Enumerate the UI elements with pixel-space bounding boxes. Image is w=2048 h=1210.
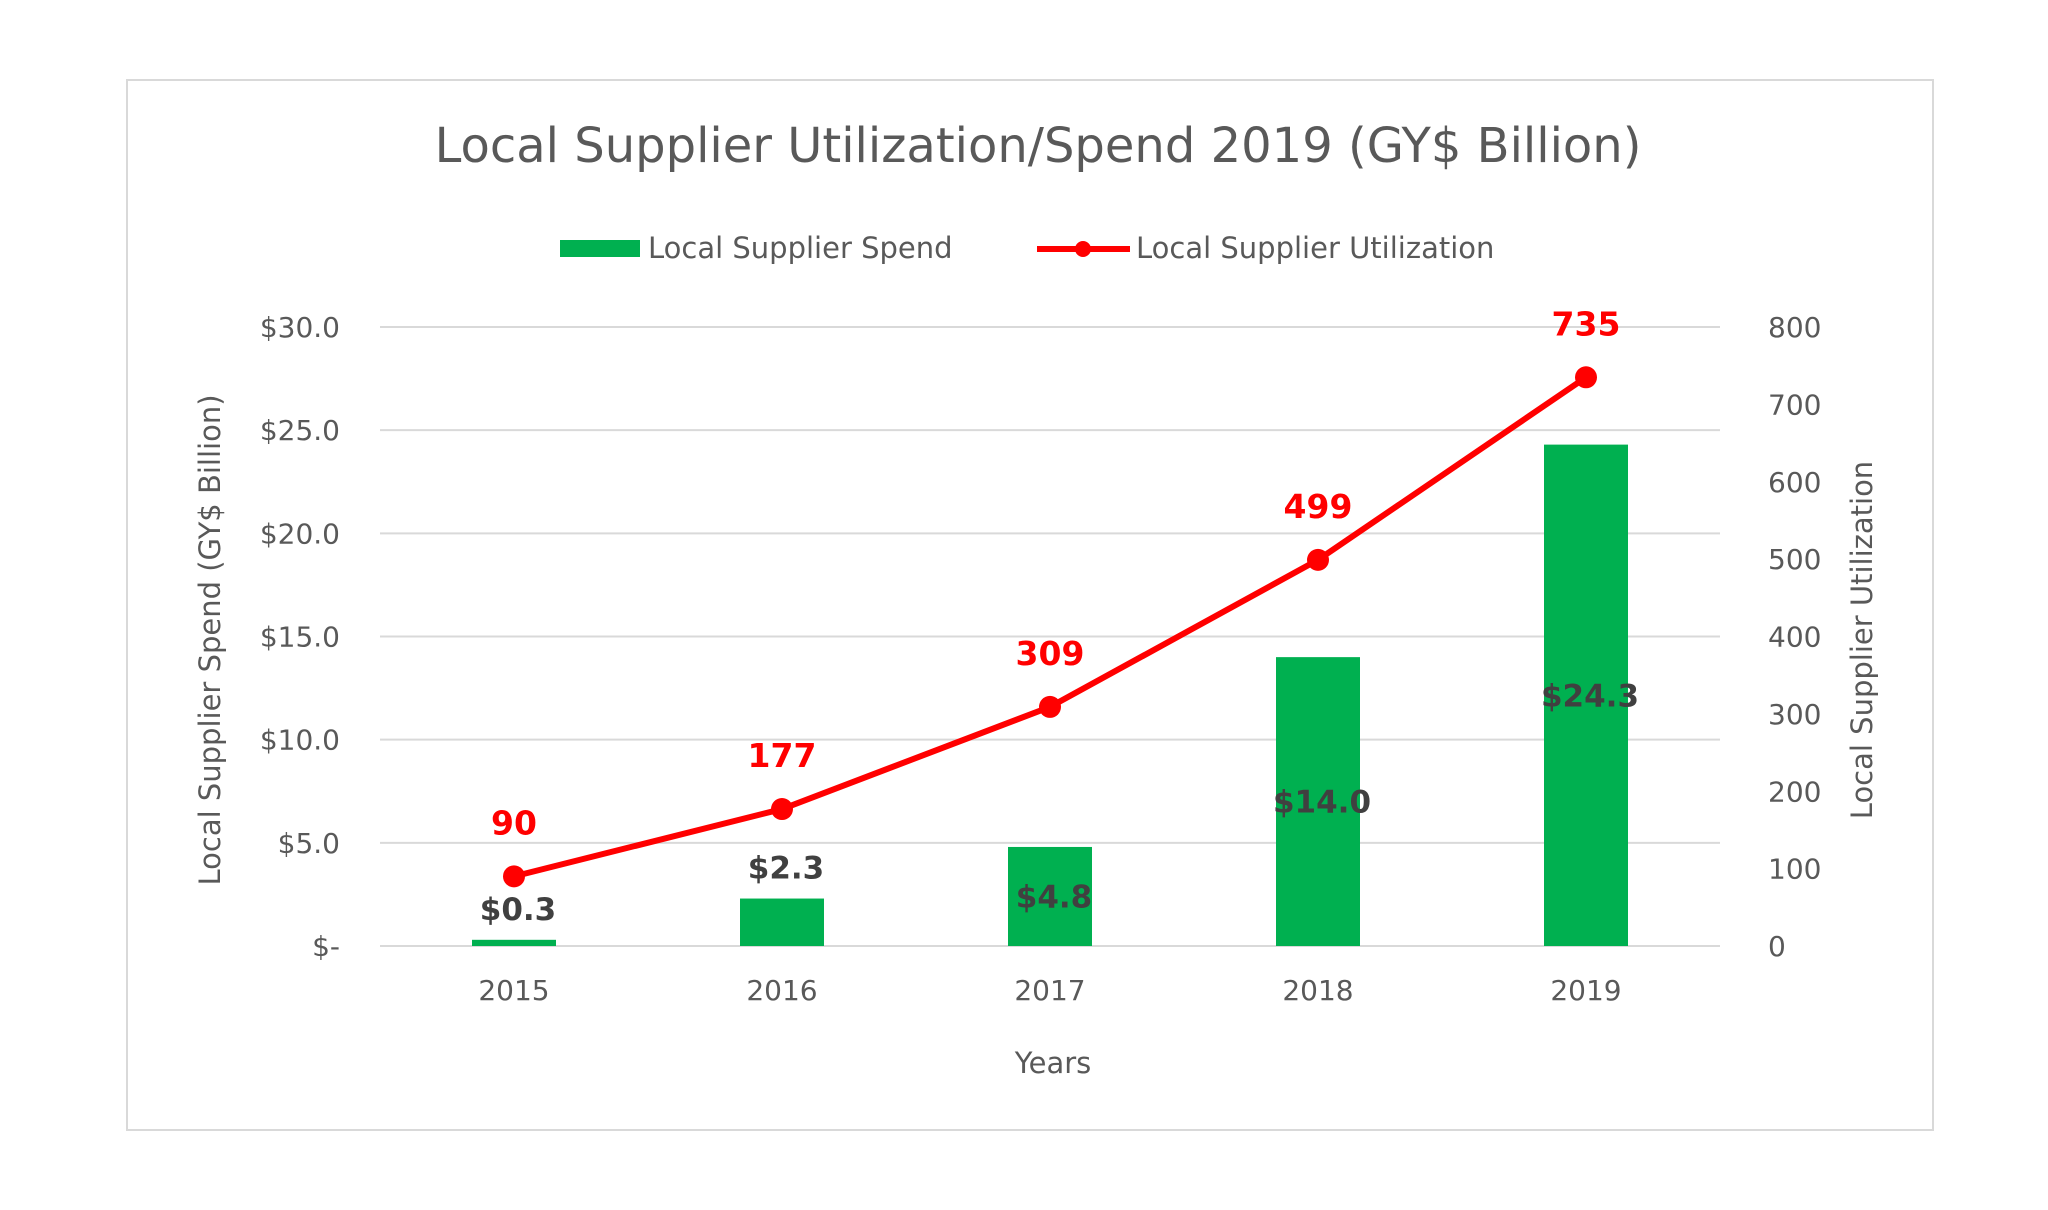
utilization-labels: 90 177 309 499 735	[491, 304, 1620, 842]
x-tick-label: 2017	[1014, 974, 1085, 1007]
gridlines	[380, 326, 1720, 947]
utilization-point	[1307, 548, 1329, 571]
y2-tick-label: 600	[1768, 466, 1821, 499]
utilization-label: 499	[1284, 487, 1353, 526]
spend-bar-labels: $0.3 $2.3 $4.8 $14.0 $24.3	[480, 678, 1639, 928]
y-tick-label: $15.0	[260, 621, 340, 654]
utilization-label: 309	[1016, 634, 1085, 673]
utilization-label: 90	[491, 803, 537, 842]
utilization-point	[771, 798, 793, 821]
spend-bar-label: $14.0	[1273, 785, 1371, 821]
utilization-point	[1039, 695, 1061, 718]
y2-tick-label: 500	[1768, 543, 1821, 576]
utilization-line	[513, 374, 1588, 880]
y-axis-title: Local Supplier Spend (GY$ Billion)	[193, 394, 227, 885]
utilization-label: 177	[748, 736, 817, 775]
utilization-label: 735	[1552, 304, 1621, 343]
x-tick-label: 2016	[746, 974, 817, 1007]
y2-tick-label: 300	[1768, 698, 1821, 731]
spend-bar-label: $4.8	[1016, 879, 1093, 915]
y2-tick-label: 100	[1768, 853, 1821, 886]
legend-label-utilization: Local Supplier Utilization	[1136, 231, 1494, 265]
spend-bar-label: $0.3	[480, 892, 557, 928]
legend-swatch-spend	[560, 240, 640, 257]
y-tick-label: $25.0	[260, 414, 340, 447]
right-axis-ticks: 0 100 200 300 400 500 600 700 800	[1768, 311, 1821, 963]
chart-frame	[126, 79, 1934, 1131]
y2-tick-label: 700	[1768, 388, 1821, 421]
spend-bar	[740, 898, 824, 946]
utilization-line-group	[503, 366, 1597, 888]
spend-bars	[472, 444, 1628, 946]
chart-title: Local Supplier Utilization/Spend 2019 (G…	[435, 118, 1642, 174]
y-tick-label: $30.0	[260, 311, 340, 344]
utilization-point	[503, 865, 525, 888]
y2-tick-label: 800	[1768, 311, 1821, 344]
spend-bar-label: $2.3	[748, 851, 825, 887]
legend: Local Supplier Spend Local Supplier Util…	[560, 231, 1494, 265]
y2-tick-label: 200	[1768, 775, 1821, 808]
spend-bar	[472, 939, 556, 946]
spend-bar	[1544, 444, 1628, 946]
y-tick-label: $5.0	[278, 827, 340, 860]
y-tick-label: $-	[312, 930, 340, 963]
legend-marker-utilization	[1075, 241, 1091, 257]
x-tick-label: 2019	[1550, 974, 1621, 1007]
y2-tick-label: 0	[1768, 930, 1786, 963]
spend-bar-label: $24.3	[1541, 678, 1639, 714]
y-tick-label: $20.0	[260, 517, 340, 550]
y2-tick-label: 400	[1768, 621, 1821, 654]
utilization-point	[1575, 366, 1597, 389]
x-axis-title: Years	[1014, 1046, 1092, 1080]
spend-bar	[1008, 846, 1092, 946]
x-tick-label: 2018	[1282, 974, 1353, 1007]
spend-bar	[1276, 657, 1360, 946]
x-tick-label: 2015	[478, 974, 549, 1007]
legend-label-spend: Local Supplier Spend	[648, 231, 953, 265]
y-tick-label: $10.0	[260, 724, 340, 757]
y2-axis-title: Local Supplier Utilization	[1845, 461, 1879, 819]
left-axis-ticks: $- $5.0 $10.0 $15.0 $20.0 $25.0 $30.0	[260, 311, 340, 963]
x-axis-ticks: 2015 2016 2017 2018 2019	[478, 974, 1621, 1007]
